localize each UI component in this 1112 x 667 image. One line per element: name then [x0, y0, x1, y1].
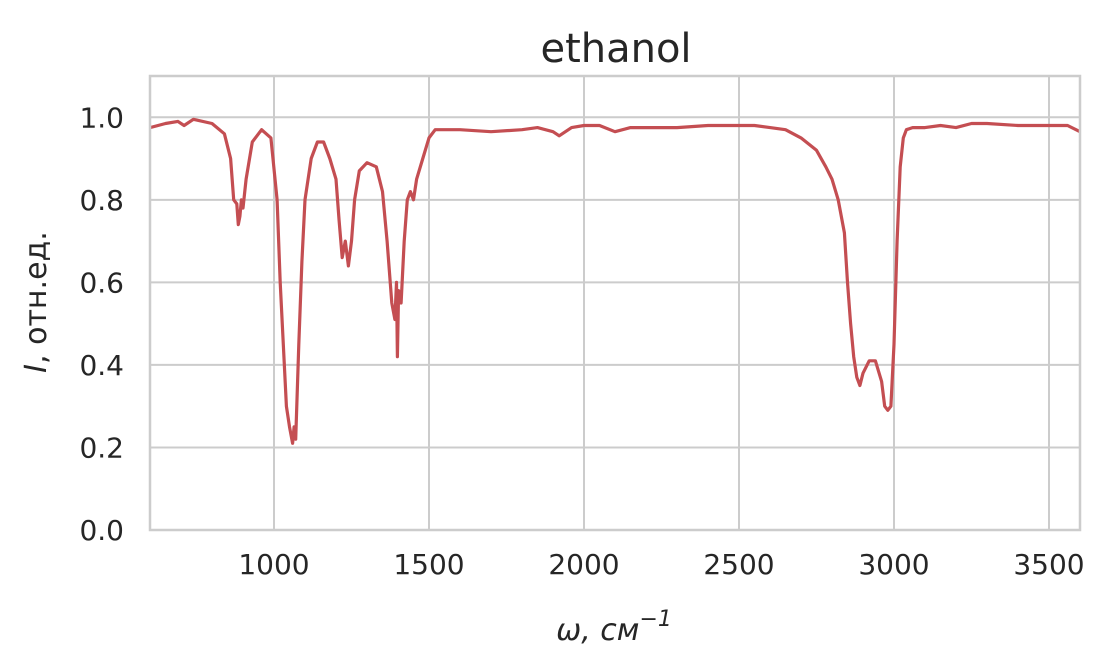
axes-frame [148, 74, 1082, 532]
y-axis-label-rest: , отн.ед. [19, 231, 54, 364]
x-tick-label: 2500 [703, 548, 774, 581]
plot-frame [148, 74, 1082, 532]
y-axis-label-italic: I [19, 364, 54, 373]
tick-labels: 1000 1500 2000 2500 3000 3500 0.0 0.2 0.4 0.6 0.8 1… [79, 101, 1084, 581]
x-tick-label: 3500 [1013, 548, 1084, 581]
x-axis-label-main: ω, см [556, 613, 639, 648]
y-tick-label: 0.2 [79, 431, 124, 464]
y-axis-label: I, отн.ед. [19, 231, 54, 373]
x-tick-label: 2000 [548, 548, 619, 581]
x-tick-label: 1500 [393, 548, 464, 581]
x-axis-label-superscript: −1 [639, 607, 671, 632]
x-axis-label: ω, см−1 [556, 607, 672, 648]
x-tick-label: 3000 [858, 548, 929, 581]
y-tick-label: 0.0 [79, 514, 124, 547]
y-tick-label: 0.6 [79, 266, 124, 299]
y-tick-label: 0.8 [79, 184, 124, 217]
y-tick-label: 1.0 [79, 101, 124, 134]
x-tick-label: 1000 [238, 548, 309, 581]
series-layer [150, 117, 1080, 445]
chart-title: ethanol [540, 26, 691, 72]
spectrum-line [150, 117, 1080, 445]
grid [150, 76, 1080, 531]
y-tick-label: 0.4 [79, 349, 124, 382]
